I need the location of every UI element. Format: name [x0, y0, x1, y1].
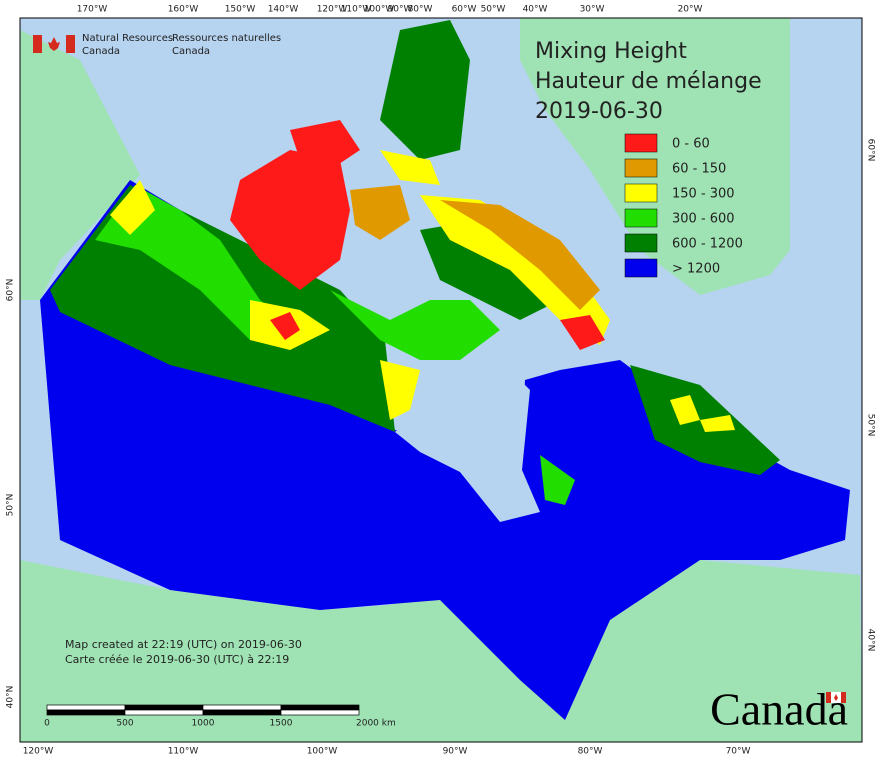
legend-swatch: [624, 158, 658, 178]
scale-segment: [280, 704, 360, 711]
lon-label: 170°W: [77, 5, 108, 15]
scale-label: 1000: [192, 719, 215, 729]
legend-swatch: [624, 208, 658, 228]
lon-label: 120°W: [23, 747, 54, 757]
lon-label: 110°W: [341, 5, 372, 15]
logo-flag-small: [826, 692, 846, 703]
scale-segment: [202, 709, 282, 716]
lat-label: 60°N: [866, 139, 876, 162]
lat-label: 50°N: [6, 494, 16, 517]
scale-label: 500: [116, 719, 133, 729]
wordmark: Canada: [710, 684, 848, 735]
lat-label: 50°N: [866, 414, 876, 437]
lat-label: 40°N: [6, 686, 16, 709]
legend-label: 60 - 150: [672, 162, 726, 177]
land-foreign: [20, 18, 862, 742]
legend-label: 0 - 60: [672, 137, 710, 152]
lat-label: 40°N: [866, 629, 876, 652]
legend-label: 600 - 1200: [672, 237, 743, 252]
scale-segment: [46, 709, 126, 716]
scale-label: 0: [44, 719, 50, 729]
scale-segment: [46, 704, 126, 711]
agency-name: Canada: [172, 46, 210, 57]
lon-label: 80°W: [578, 747, 603, 757]
lon-label: 140°W: [268, 5, 299, 15]
scale-segment: [124, 709, 204, 716]
lon-label: 90°W: [443, 747, 468, 757]
lon-label: 120°W: [317, 5, 348, 15]
lon-label: 150°W: [225, 5, 256, 15]
map-title: 2019-06-30: [535, 99, 663, 124]
map-note: Map created at 22:19 (UTC) on 2019-06-30: [65, 638, 302, 651]
lon-label: 100°W: [307, 747, 338, 757]
lon-label: 110°W: [168, 747, 199, 757]
scale-segment: [202, 704, 282, 711]
logo-flag: [33, 35, 75, 53]
legend-swatch: [624, 133, 658, 153]
legend-label: 300 - 600: [672, 212, 735, 227]
agency-name: Natural Resources: [82, 33, 173, 44]
map-note: Carte créée le 2019-06-30 (UTC) à 22:19: [65, 653, 289, 666]
legend-swatch: [624, 183, 658, 203]
legend-swatch: [624, 258, 658, 278]
scale-segment: [280, 709, 360, 716]
lon-label: 20°W: [678, 5, 703, 15]
lat-label: 60°N: [6, 279, 16, 302]
lon-label: 60°W: [452, 5, 477, 15]
frame: [19, 17, 863, 743]
legend-swatch: [624, 233, 658, 253]
mixing-height-fill: [40, 20, 850, 720]
agency-name: Canada: [82, 46, 120, 57]
lon-label: 100°W: [364, 5, 395, 15]
lon-label: 160°W: [168, 5, 199, 15]
scale-label: 1500: [270, 719, 293, 729]
scale-label: 2000 km: [356, 719, 396, 729]
lon-label: 90°W: [388, 5, 413, 15]
legend-label: > 1200: [672, 262, 720, 277]
lon-label: 80°W: [408, 5, 433, 15]
lon-label: 40°W: [523, 5, 548, 15]
lon-label: 30°W: [580, 5, 605, 15]
legend-label: 150 - 300: [672, 187, 735, 202]
lon-label: 50°W: [481, 5, 506, 15]
map-title: Mixing Height: [535, 39, 687, 64]
scale-segment: [124, 704, 204, 711]
map-title: Hauteur de mélange: [535, 69, 762, 94]
agency-name: Ressources naturelles: [172, 33, 281, 44]
lon-label: 70°W: [726, 747, 751, 757]
